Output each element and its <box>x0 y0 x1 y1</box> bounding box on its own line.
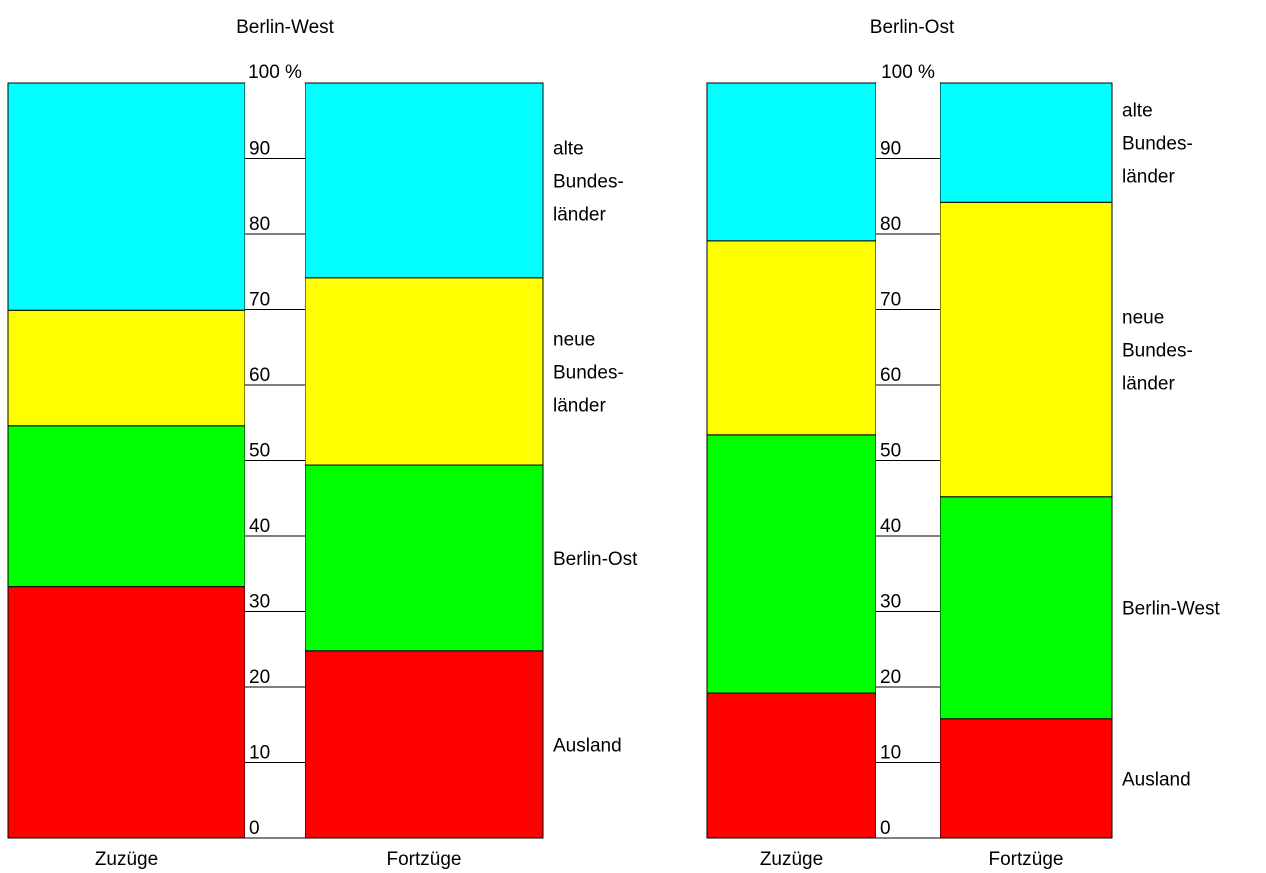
tick-label: 40 <box>880 516 901 537</box>
bar-segment-fortzge-3 <box>304 82 544 279</box>
tick-label: 80 <box>249 214 270 235</box>
tick-label: 70 <box>880 290 901 311</box>
series-label: Ausland <box>553 735 622 756</box>
series-label-line: neue <box>1122 308 1164 329</box>
bar-segment-zuzge-1 <box>7 425 246 588</box>
series-label-line: länder <box>1122 167 1175 188</box>
series-label-line: alte <box>1122 101 1153 122</box>
series-label-line: Bundes- <box>1122 134 1193 155</box>
bar-segment-zuzge-1 <box>706 434 877 694</box>
panel-berlin-west: Berlin-West Zuzüge Fortzüge 0 10 20 30 40 50 60 70… <box>7 17 638 870</box>
tick-label: 0 <box>249 818 260 839</box>
bar-segment-fortzge-3 <box>939 82 1113 203</box>
bar-segment-zuzge-3 <box>7 82 246 311</box>
series-label-line: länder <box>1122 374 1175 395</box>
tick-label: 90 <box>880 139 901 160</box>
category-label: Zuzüge <box>95 849 158 870</box>
series-label-line: neue <box>553 329 595 350</box>
tick-label: 30 <box>880 592 901 613</box>
bar-segment-zuzge-2 <box>7 309 246 427</box>
series-label-line: Bundes- <box>1122 341 1193 362</box>
tick-label: 20 <box>880 667 901 688</box>
tick-label: 90 <box>249 139 270 160</box>
series-label: neue Bundes-länder <box>553 329 624 416</box>
series-label-line: Ausland <box>1122 769 1191 790</box>
bar-segment-fortzge-0 <box>939 718 1113 839</box>
series-label-line: Bundes- <box>553 362 624 383</box>
tick-label: 100 % <box>881 62 935 83</box>
tick-label: 70 <box>249 290 270 311</box>
tick-label: 10 <box>880 743 901 764</box>
series-label-line: Berlin-Ost <box>553 549 638 570</box>
tick-label: 50 <box>249 441 270 462</box>
category-label: Fortzüge <box>989 849 1064 870</box>
bar-segment-fortzge-0 <box>304 650 544 839</box>
series-label: Berlin-West <box>1122 599 1221 620</box>
chart-title: Berlin-Ost <box>870 17 955 38</box>
series-label: Berlin-Ost <box>553 549 638 570</box>
series-label-line: Berlin-West <box>1122 599 1221 620</box>
tick-label: 20 <box>249 667 270 688</box>
chart-title: Berlin-West <box>236 17 335 38</box>
bar-segment-zuzge-0 <box>706 692 877 839</box>
tick-label: 40 <box>249 516 270 537</box>
series-label: alte Bundes-länder <box>553 138 624 225</box>
bar-segment-fortzge-1 <box>304 464 544 652</box>
series-label-line: länder <box>553 395 606 416</box>
bar-segment-fortzge-2 <box>939 201 1113 498</box>
series-label: neue Bundes-länder <box>1122 308 1193 395</box>
tick-label: 0 <box>880 818 891 839</box>
bar-segment-zuzge-3 <box>706 82 877 242</box>
series-label-line: länder <box>553 204 606 225</box>
series-label-line: Bundes- <box>553 171 624 192</box>
series-label: alte Bundes-länder <box>1122 101 1193 188</box>
category-label: Zuzüge <box>760 849 823 870</box>
tick-label: 60 <box>880 365 901 386</box>
tick-label: 30 <box>249 592 270 613</box>
panel-berlin-ost: Berlin-Ost Zuzüge Fortzüge 0 10 20 30 40 50 60 70 8… <box>706 17 1221 870</box>
bar-segment-zuzge-2 <box>706 240 877 436</box>
tick-label: 10 <box>249 743 270 764</box>
category-label: Fortzüge <box>387 849 462 870</box>
bar-segment-zuzge-0 <box>7 586 246 839</box>
series-label-line: alte <box>553 138 584 159</box>
series-label-line: Ausland <box>553 735 622 756</box>
tick-label: 60 <box>249 365 270 386</box>
series-label: Ausland <box>1122 769 1191 790</box>
tick-label: 100 % <box>248 62 302 83</box>
tick-label: 80 <box>880 214 901 235</box>
bar-segment-fortzge-1 <box>939 496 1113 720</box>
bar-segment-fortzge-2 <box>304 277 544 466</box>
tick-label: 50 <box>880 441 901 462</box>
